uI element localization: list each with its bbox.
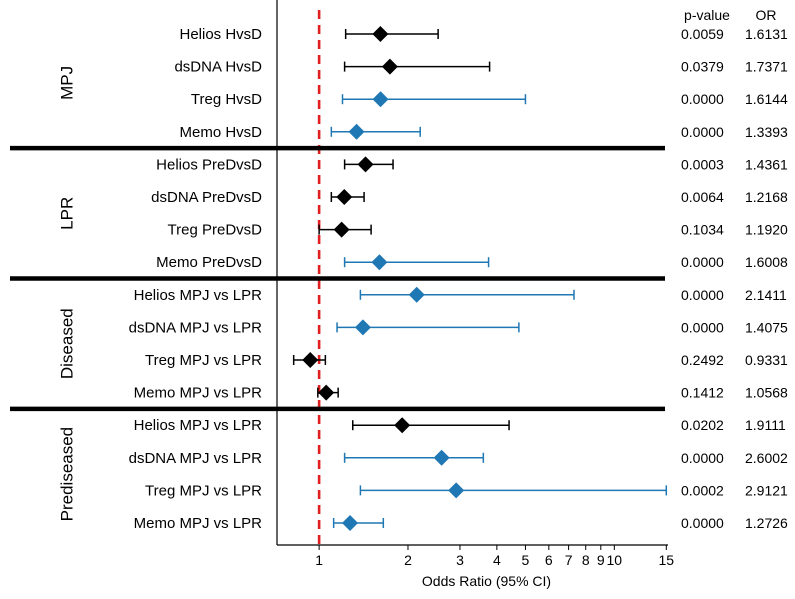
or-cell: 1.1920	[745, 222, 788, 238]
x-tick-label: 8	[582, 552, 590, 568]
x-axis-label: Odds Ratio (95% CI)	[422, 573, 551, 589]
pvalue-cell: 0.0379	[681, 59, 724, 75]
pvalue-cell: 0.0000	[681, 319, 724, 335]
pvalue-cell: 0.1412	[681, 385, 724, 401]
or-cell: 1.6008	[745, 254, 788, 270]
point-estimate-diamond	[372, 91, 389, 108]
point-estimate-diamond	[357, 156, 374, 173]
pvalue-cell: 0.2492	[681, 352, 724, 368]
x-tick-label: 7	[565, 552, 573, 568]
row-label: Memo MPJ vs LPR	[134, 515, 263, 532]
or-cell: 1.2726	[745, 515, 788, 531]
text-layer: p-value OR 1 2 3 4 5 6 7 8 9 10 15 Odds Ratio (95% CI…	[57, 7, 788, 589]
group-label: LPR	[57, 197, 76, 230]
or-cell: 1.6144	[745, 91, 788, 107]
point-estimate-diamond	[408, 286, 425, 303]
point-estimate-diamond	[318, 384, 335, 401]
x-tick-label: 1	[315, 552, 323, 568]
group-label: Prediseased	[57, 427, 76, 522]
or-cell: 2.1411	[745, 287, 787, 303]
or-cell: 1.4075	[745, 319, 788, 335]
row-label: Memo HvsD	[179, 124, 262, 141]
row-label: Treg MPJ vs LPR	[145, 482, 262, 499]
pvalue-cell: 0.0000	[681, 91, 724, 107]
row-label: Treg PreDvsD	[168, 222, 263, 239]
or-cell: 2.6002	[745, 450, 788, 466]
pvalue-cell: 0.0000	[681, 515, 724, 531]
row-label: Treg MPJ vs LPR	[145, 352, 262, 369]
or-cell: 1.4361	[745, 156, 788, 172]
point-estimate-diamond	[333, 221, 350, 238]
pvalue-cell: 0.0000	[681, 450, 724, 466]
marks-layer	[292, 26, 668, 531]
point-estimate-diamond	[381, 58, 398, 75]
row-label: dsDNA PreDvsD	[151, 189, 262, 206]
row-label: Helios MPJ vs LPR	[134, 417, 263, 434]
pvalue-cell: 0.0064	[681, 189, 724, 205]
point-estimate-diamond	[348, 123, 365, 140]
x-tick-label: 3	[456, 552, 464, 568]
x-tick-label: 2	[404, 552, 412, 568]
point-estimate-diamond	[342, 515, 359, 531]
pvalue-cell: 0.0000	[681, 287, 724, 303]
row-label: dsDNA MPJ vs LPR	[129, 319, 263, 336]
group-label: Diseased	[57, 308, 76, 379]
point-estimate-diamond	[448, 482, 465, 499]
pvalue-cell: 0.1034	[681, 222, 724, 238]
pvalue-cell: 0.0002	[681, 482, 724, 498]
row-label: dsDNA MPJ vs LPR	[129, 450, 263, 467]
point-estimate-diamond	[372, 26, 389, 42]
x-tick-label: 10	[607, 552, 623, 568]
point-estimate-diamond	[371, 254, 388, 271]
x-tick-label: 9	[597, 552, 605, 568]
or-cell: 1.2168	[745, 189, 788, 205]
or-cell: 1.7371	[745, 59, 788, 75]
pvalue-header: p-value	[684, 7, 730, 23]
x-tick-label: 6	[545, 552, 553, 568]
pvalue-cell: 0.0003	[681, 156, 724, 172]
x-tick-label: 4	[493, 552, 501, 568]
pvalue-cell: 0.0000	[681, 124, 724, 140]
pvalue-cell: 0.0059	[681, 26, 724, 42]
row-label: Helios MPJ vs LPR	[134, 287, 263, 304]
row-label: Memo MPJ vs LPR	[134, 385, 263, 402]
group-label: MPJ	[57, 66, 76, 100]
or-cell: 1.9111	[745, 417, 786, 433]
or-cell: 0.9331	[745, 352, 788, 368]
or-cell: 1.3393	[745, 124, 788, 140]
pvalue-cell: 0.0000	[681, 254, 724, 270]
point-estimate-diamond	[354, 319, 371, 336]
or-header: OR	[756, 7, 777, 23]
row-label: dsDNA HvsD	[174, 59, 262, 76]
or-cell: 1.6131	[745, 26, 788, 42]
point-estimate-diamond	[433, 449, 450, 466]
or-cell: 1.0568	[745, 385, 788, 401]
point-estimate-diamond	[394, 417, 411, 434]
or-cell: 2.9121	[745, 482, 788, 498]
row-label: Treg HvsD	[191, 91, 262, 108]
grid-layer	[10, 0, 668, 550]
row-label: Memo PreDvsD	[156, 254, 262, 271]
row-label: Helios HvsD	[179, 26, 262, 43]
pvalue-cell: 0.0202	[681, 417, 724, 433]
x-tick-label: 15	[659, 552, 675, 568]
x-tick-label: 5	[522, 552, 530, 568]
point-estimate-diamond	[336, 189, 353, 205]
point-estimate-diamond	[302, 352, 319, 368]
row-label: Helios PreDvsD	[156, 156, 262, 173]
